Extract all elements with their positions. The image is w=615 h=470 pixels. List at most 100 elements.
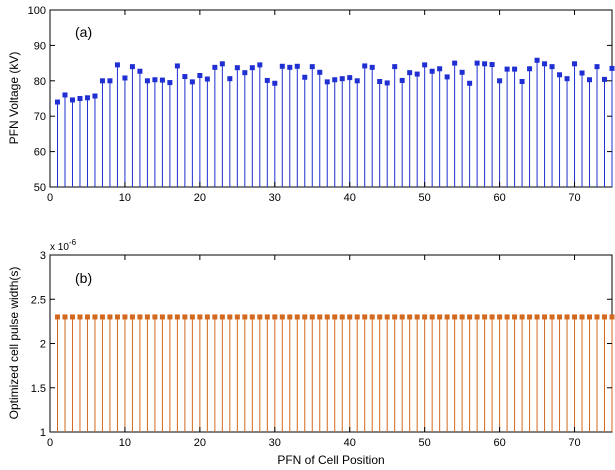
marker-b-60 bbox=[497, 314, 503, 320]
marker-a-36 bbox=[317, 69, 323, 75]
marker-a-20 bbox=[197, 72, 203, 78]
marker-b-38 bbox=[332, 314, 338, 320]
marker-b-56 bbox=[467, 314, 473, 320]
y-exponent-label-b: x 10-6 bbox=[50, 238, 77, 253]
marker-a-34 bbox=[302, 74, 308, 80]
y-tick-label-b-2.5: 2.5 bbox=[31, 294, 46, 306]
marker-b-57 bbox=[474, 314, 480, 320]
marker-a-54 bbox=[452, 60, 458, 66]
marker-a-15 bbox=[159, 77, 165, 83]
marker-a-64 bbox=[527, 66, 533, 72]
marker-a-56 bbox=[467, 80, 473, 86]
marker-a-23 bbox=[219, 61, 225, 67]
y-tick-label-a-80: 80 bbox=[34, 76, 46, 88]
x-tick-label-b-40: 40 bbox=[344, 437, 356, 449]
marker-a-43 bbox=[369, 64, 375, 70]
marker-b-12 bbox=[137, 314, 143, 320]
marker-b-14 bbox=[152, 314, 158, 320]
y-axis-label-a: PFN Voltage (kV) bbox=[7, 52, 21, 145]
marker-a-8 bbox=[107, 78, 113, 84]
marker-b-46 bbox=[392, 314, 398, 320]
marker-a-73 bbox=[594, 64, 600, 70]
marker-a-42 bbox=[362, 63, 368, 69]
marker-b-48 bbox=[407, 314, 413, 320]
x-tick-label-b-30: 30 bbox=[269, 437, 281, 449]
marker-b-26 bbox=[242, 314, 248, 320]
marker-a-55 bbox=[459, 69, 465, 75]
marker-b-55 bbox=[459, 314, 465, 320]
marker-a-70 bbox=[572, 61, 578, 67]
marker-b-40 bbox=[347, 314, 353, 320]
marker-a-53 bbox=[444, 74, 450, 80]
marker-a-59 bbox=[489, 62, 495, 68]
marker-b-67 bbox=[549, 314, 555, 320]
x-tick-label-a-0: 0 bbox=[47, 192, 53, 204]
marker-b-62 bbox=[512, 314, 518, 320]
marker-b-36 bbox=[317, 314, 323, 320]
marker-a-27 bbox=[249, 65, 255, 71]
marker-b-3 bbox=[69, 314, 75, 320]
panel-label-b: (b) bbox=[75, 270, 92, 286]
marker-a-29 bbox=[264, 77, 270, 83]
marker-b-34 bbox=[302, 314, 308, 320]
marker-a-39 bbox=[339, 76, 345, 82]
marker-a-17 bbox=[174, 63, 180, 69]
marker-a-37 bbox=[324, 79, 330, 85]
marker-a-52 bbox=[437, 66, 443, 72]
marker-b-27 bbox=[249, 314, 255, 320]
panel-a: 0 10 20 30 40 50 60 70 50 60 70 80 90 100 (a) PFN Vol… bbox=[7, 5, 615, 204]
marker-b-74 bbox=[602, 314, 608, 320]
marker-a-10 bbox=[122, 75, 128, 81]
marker-a-57 bbox=[474, 60, 480, 66]
marker-b-75 bbox=[609, 314, 615, 320]
marker-a-7 bbox=[99, 78, 105, 84]
marker-a-3 bbox=[69, 97, 75, 103]
marker-b-63 bbox=[519, 314, 525, 320]
x-tick-label-a-40: 40 bbox=[344, 192, 356, 204]
marker-a-44 bbox=[377, 79, 383, 85]
marker-b-16 bbox=[167, 314, 173, 320]
y-tick-label-b-2: 2 bbox=[40, 339, 46, 351]
marker-a-25 bbox=[234, 65, 240, 71]
marker-b-10 bbox=[122, 314, 128, 320]
ticks-b: 0 10 20 30 40 50 60 70 1 1.5 2 2.5 3 bbox=[31, 250, 612, 449]
marker-b-64 bbox=[527, 314, 533, 320]
marker-b-28 bbox=[257, 314, 263, 320]
marker-b-1 bbox=[54, 314, 60, 320]
marker-b-70 bbox=[572, 314, 578, 320]
marker-a-45 bbox=[384, 80, 390, 86]
marker-b-51 bbox=[429, 314, 435, 320]
marker-a-32 bbox=[287, 64, 293, 70]
marker-b-53 bbox=[444, 314, 450, 320]
marker-b-15 bbox=[159, 314, 165, 320]
marker-a-71 bbox=[579, 70, 585, 76]
marker-a-40 bbox=[347, 75, 353, 81]
ticks-a: 0 10 20 30 40 50 60 70 50 60 70 80 90 100 bbox=[28, 5, 612, 204]
marker-a-14 bbox=[152, 77, 158, 83]
marker-b-2 bbox=[62, 314, 68, 320]
x-tick-label-a-30: 30 bbox=[269, 192, 281, 204]
marker-b-66 bbox=[542, 314, 548, 320]
marker-a-1 bbox=[54, 99, 60, 105]
marker-b-59 bbox=[489, 314, 495, 320]
x-tick-label-b-70: 70 bbox=[568, 437, 580, 449]
panel-b: 0 10 20 30 40 50 60 70 1 1.5 2 2.5 3 (b) Optimized c… bbox=[7, 238, 615, 467]
marker-b-45 bbox=[384, 314, 390, 320]
marker-b-24 bbox=[227, 314, 233, 320]
marker-b-13 bbox=[144, 314, 150, 320]
marker-b-58 bbox=[482, 314, 488, 320]
x-tick-label-a-20: 20 bbox=[194, 192, 206, 204]
marker-b-35 bbox=[309, 314, 315, 320]
x-tick-label-a-10: 10 bbox=[119, 192, 131, 204]
marker-b-42 bbox=[362, 314, 368, 320]
stems-b bbox=[54, 314, 615, 432]
marker-b-52 bbox=[437, 314, 443, 320]
x-tick-label-b-50: 50 bbox=[419, 437, 431, 449]
marker-b-43 bbox=[369, 314, 375, 320]
marker-a-9 bbox=[114, 62, 120, 68]
marker-a-67 bbox=[549, 64, 555, 70]
marker-b-29 bbox=[264, 314, 270, 320]
y-exponent-power: -6 bbox=[69, 238, 77, 247]
x-tick-label-b-20: 20 bbox=[194, 437, 206, 449]
